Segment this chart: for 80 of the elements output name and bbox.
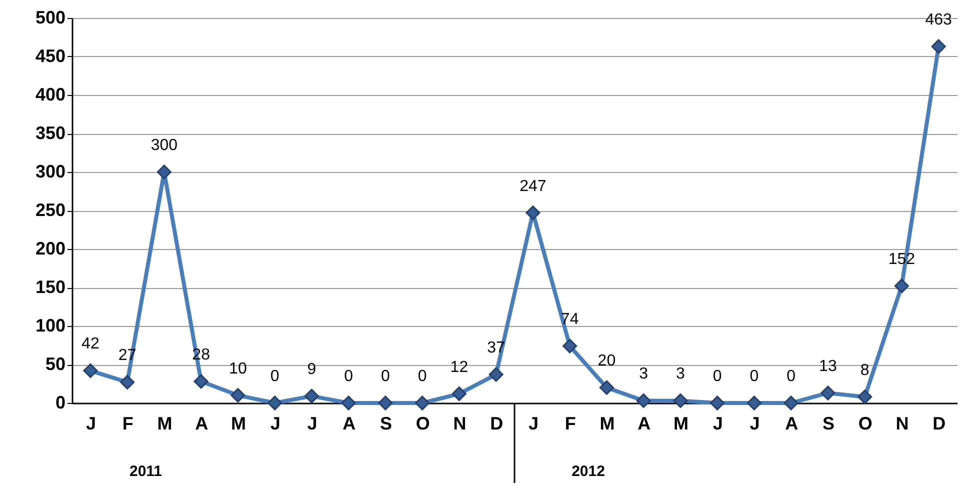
data-label: 0 [344, 368, 354, 385]
point [636, 393, 651, 408]
data-label: 3 [676, 366, 685, 383]
data-label: 8 [860, 362, 870, 379]
data-label: 0 [786, 368, 796, 385]
point [156, 164, 172, 180]
data-label: 463 [925, 11, 952, 28]
point [194, 374, 208, 389]
x-tick-label: J [528, 414, 538, 434]
y-tick-label: 200 [35, 238, 66, 258]
x-tick-label: J [270, 414, 280, 434]
x-tick-label: D [932, 414, 946, 434]
point [341, 396, 356, 410]
point [83, 363, 98, 378]
x-tick-label: M [157, 414, 172, 434]
data-label: 13 [819, 358, 837, 375]
data-label: 0 [380, 368, 390, 385]
x-tick-label: O [416, 414, 430, 434]
x-tick-label: A [638, 414, 651, 434]
y-tick-label: 0 [55, 392, 66, 412]
data-label: 10 [229, 360, 247, 378]
point [415, 396, 430, 410]
point [673, 393, 688, 408]
y-tick-label: 500 [35, 8, 66, 28]
point [378, 396, 393, 410]
data-label: 0 [712, 368, 722, 385]
x-tick-label: A [785, 414, 798, 434]
x-tick-label: M [230, 414, 246, 434]
x-tick-label: J [86, 414, 96, 434]
y-tick-label: 50 [45, 354, 66, 374]
point [710, 396, 725, 410]
y-tick-label: 400 [35, 84, 66, 104]
data-label: 0 [418, 368, 427, 385]
point [746, 396, 762, 410]
x-tick-label: A [342, 414, 356, 434]
data-label: 0 [750, 368, 759, 385]
point [488, 367, 504, 382]
data-label: 12 [450, 358, 468, 376]
x-tick-label: A [195, 414, 208, 434]
text: 2011 [129, 463, 162, 480]
x-tick-label: M [600, 414, 615, 434]
x-tick-label: N [453, 414, 466, 434]
data-label: 300 [150, 137, 178, 154]
x-tick-label: F [564, 414, 576, 434]
data-label: 247 [520, 178, 546, 195]
point [820, 386, 836, 400]
x-tick-label: J [712, 414, 723, 434]
x-tick-label: M [673, 414, 688, 434]
data-label: 0 [270, 368, 280, 385]
point [268, 396, 282, 410]
point [304, 388, 319, 404]
point [858, 390, 872, 404]
x-tick-label: F [122, 414, 134, 434]
point [931, 39, 946, 54]
x-tick-label: S [822, 414, 834, 434]
x-tick-label: J [307, 414, 318, 434]
point [784, 396, 798, 410]
x-tick-label: O [858, 414, 872, 434]
y-tick-label: 300 [35, 162, 66, 182]
point [526, 206, 540, 220]
y-tick-label: 250 [35, 200, 66, 220]
data-label: 3 [639, 366, 648, 383]
x-tick-label: N [896, 414, 909, 434]
x-tick-label: J [750, 414, 760, 434]
point [599, 380, 614, 395]
data-label: 20 [598, 352, 616, 370]
y-tick-label: 100 [35, 316, 66, 336]
text: 2012 [572, 463, 605, 480]
data-label: 42 [82, 336, 100, 353]
point [230, 388, 246, 403]
y-tick-label: 450 [35, 46, 66, 66]
x-tick-label: D [490, 414, 504, 434]
point [894, 278, 909, 294]
y-tick-label: 150 [35, 277, 66, 297]
point [562, 338, 578, 354]
point [452, 386, 466, 402]
x-tick-label: S [380, 414, 392, 434]
y-tick-label: 350 [35, 123, 66, 143]
point [120, 374, 135, 390]
data-label: 9 [307, 361, 316, 378]
